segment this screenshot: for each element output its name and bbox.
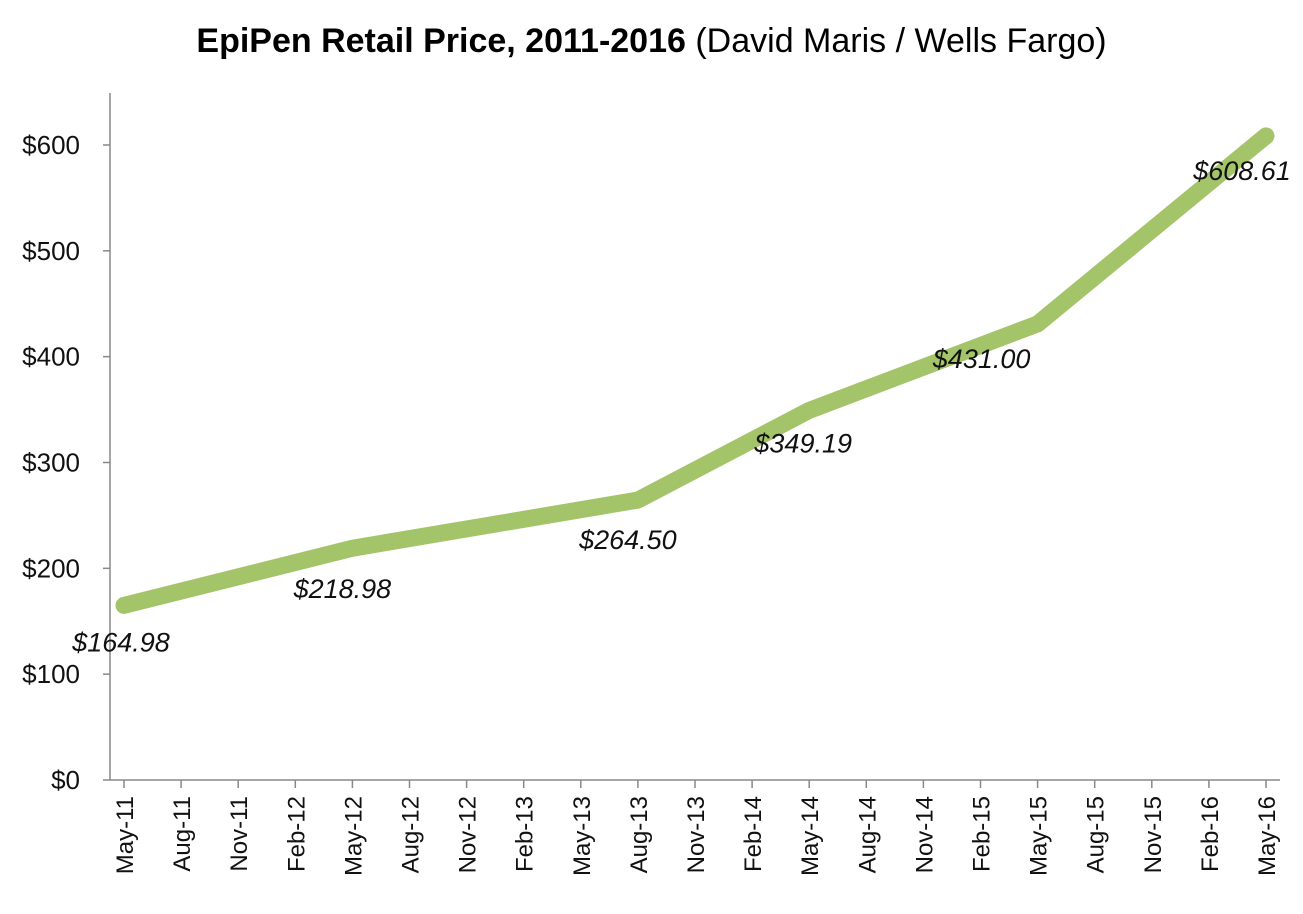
- y-tick-label: $100: [22, 659, 80, 689]
- x-tick-label: Nov-13: [683, 796, 710, 873]
- y-tick-label: $0: [51, 765, 80, 795]
- chart-title: EpiPen Retail Price, 2011-2016: [196, 22, 686, 60]
- price-series-line: [115, 127, 1275, 614]
- chart-title-line: EpiPen Retail Price, 2011-2016 (David Ma…: [0, 22, 1303, 61]
- data-label: $431.00: [932, 344, 1031, 374]
- data-label: $164.98: [71, 627, 170, 657]
- data-label: $608.61: [1192, 156, 1291, 186]
- data-labels: $164.98 $218.98 $264.50 $349.19 $431.00 $608.…: [71, 156, 1291, 658]
- y-tick-label: $600: [22, 130, 80, 160]
- x-tick-label: Aug-13: [626, 796, 653, 873]
- x-tick-label: Nov-12: [455, 796, 482, 873]
- x-tick-label: May-15: [1026, 796, 1053, 876]
- x-tick-label: Feb-15: [969, 796, 996, 872]
- y-tick-label: $400: [22, 342, 80, 372]
- chart-subtitle: (David Maris / Wells Fargo): [695, 22, 1107, 60]
- x-tick-label: Feb-14: [740, 796, 767, 872]
- data-label: $264.50: [578, 525, 677, 555]
- x-tick-label: May-16: [1254, 796, 1281, 876]
- y-tick-label: $300: [22, 448, 80, 478]
- x-tick-label: Aug-12: [398, 796, 425, 873]
- y-tick-label: $500: [22, 236, 80, 266]
- x-tick-label: May-14: [797, 796, 824, 876]
- x-tick-label: Nov-11: [226, 796, 253, 872]
- x-tick-label: Nov-15: [1140, 796, 1167, 873]
- y-tick-label: $200: [22, 553, 80, 583]
- y-axis-ticks: $0 $100 $200 $300 $400 $500 $600: [22, 130, 110, 795]
- data-label: $349.19: [753, 428, 852, 458]
- data-label: $218.98: [293, 574, 392, 604]
- x-tick-label: Aug-11: [169, 796, 196, 872]
- x-tick-label: May-12: [340, 796, 367, 876]
- x-tick-label: Feb-12: [283, 796, 310, 872]
- x-tick-label: May-13: [569, 796, 596, 876]
- x-tick-label: Nov-14: [911, 796, 938, 873]
- x-tick-label: May-11: [112, 796, 139, 874]
- x-tick-label: Feb-16: [1197, 796, 1224, 872]
- x-axis-ticks: May-11 Aug-11 Nov-11 Feb-12 May-12 Aug-12 Nov-…: [112, 780, 1281, 876]
- x-tick-label: Aug-15: [1083, 796, 1110, 873]
- x-tick-label: Feb-13: [512, 796, 539, 872]
- x-tick-label: Aug-14: [854, 796, 881, 873]
